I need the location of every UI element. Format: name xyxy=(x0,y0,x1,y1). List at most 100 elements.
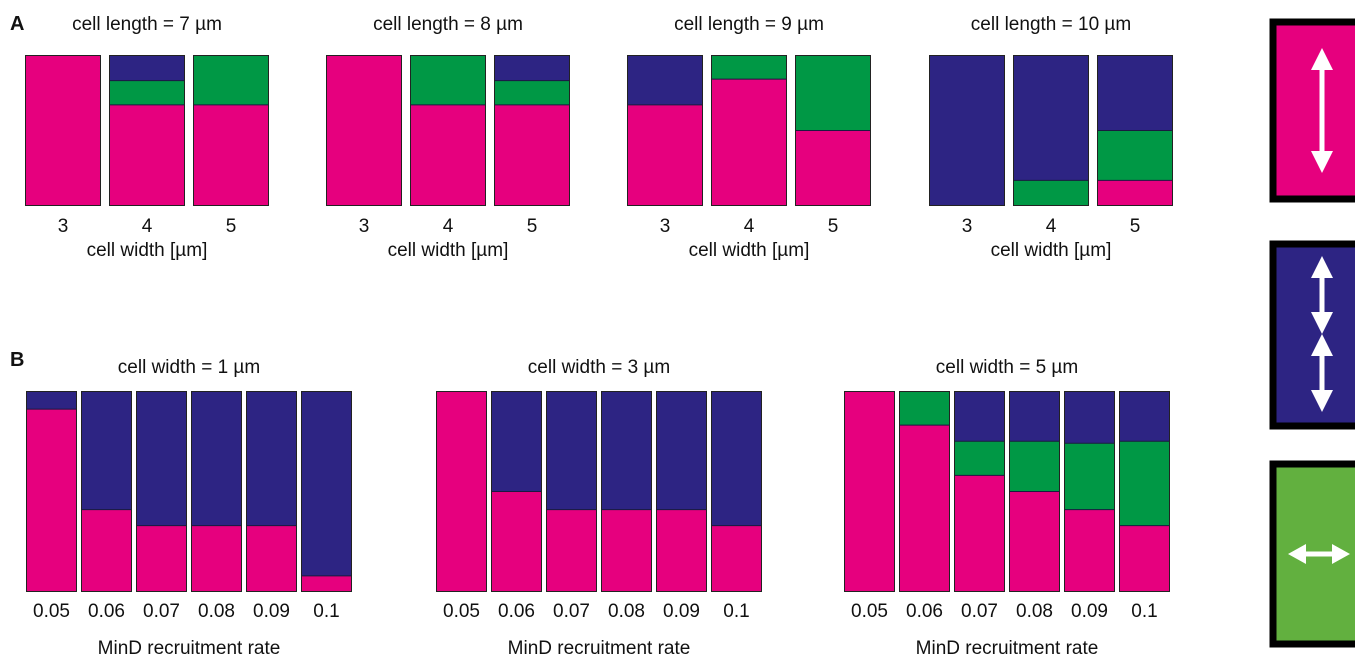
arrow-head xyxy=(1332,544,1350,564)
tick-label: 0.1 xyxy=(723,601,749,622)
legend-swatch xyxy=(1269,240,1355,430)
bar-segment-striped xyxy=(1009,391,1060,442)
panel-label-b: B xyxy=(10,349,24,371)
stacked-bar xyxy=(136,391,187,592)
bar-segment-pole-to-pole xyxy=(81,509,132,592)
bar-segment-transverse xyxy=(899,391,950,426)
bar-segment-pole-to-pole xyxy=(436,391,487,592)
tick-label: 4 xyxy=(744,216,755,237)
bar-segment-pole-to-pole xyxy=(26,409,77,592)
bar-segment-striped xyxy=(627,55,703,105)
x-axis-label: cell width [µm] xyxy=(388,240,509,261)
tick-label: 0.07 xyxy=(961,601,998,622)
bar-segment-pole-to-pole xyxy=(601,509,652,592)
bar-segment-pole-to-pole xyxy=(1064,509,1115,592)
tick-label: 0.06 xyxy=(906,601,943,622)
x-axis-label: cell width [µm] xyxy=(991,240,1112,261)
tick-label: 4 xyxy=(142,216,153,237)
tick-label: 0.07 xyxy=(143,601,180,622)
bar-segment-striped xyxy=(136,391,187,526)
bar-segment-striped xyxy=(191,391,242,526)
x-axis-label: cell width [µm] xyxy=(689,240,810,261)
bar-outline xyxy=(326,55,402,206)
arrow-head xyxy=(1311,151,1333,173)
stacked-bar xyxy=(711,391,762,592)
tick-label: 0.09 xyxy=(253,601,290,622)
tick-label: 0.05 xyxy=(33,601,70,622)
bar-segment-pole-to-pole xyxy=(1097,180,1173,206)
legend-item-3 xyxy=(1269,460,1355,648)
bar-outline xyxy=(899,391,950,592)
stacked-bar xyxy=(1119,391,1170,592)
two-vertical-double-arrows-icon xyxy=(1311,256,1333,412)
bar-outline xyxy=(494,55,570,206)
tick-label: 0.05 xyxy=(443,601,480,622)
bar-outline xyxy=(1119,391,1170,592)
bar-segment-pole-to-pole xyxy=(410,104,486,206)
chart-title: cell length = 10 µm xyxy=(971,14,1131,35)
bar-segment-pole-to-pole xyxy=(1009,491,1060,592)
stacked-bar xyxy=(929,55,1005,206)
bar-segment-pole-to-pole xyxy=(899,425,950,592)
bar-segment-transverse xyxy=(954,441,1005,476)
chart-title: cell length = 7 µm xyxy=(72,14,222,35)
chart-4: cell length = 10 µm 3 4 5 cell width [µm] xyxy=(929,14,1173,261)
bar-segment-pole-to-pole xyxy=(795,130,871,206)
stacked-bar xyxy=(601,391,652,592)
tick-label: 4 xyxy=(443,216,454,237)
chart-title: cell width = 3 µm xyxy=(528,357,670,378)
bar-segment-striped xyxy=(601,391,652,510)
bar-segment-transverse xyxy=(711,55,787,80)
stacked-bar xyxy=(1097,55,1173,206)
bar-segment-pole-to-pole xyxy=(1119,525,1170,592)
bar-segment-transverse xyxy=(410,55,486,105)
bar-outline xyxy=(436,391,487,592)
stacked-bar xyxy=(301,391,352,592)
tick-label: 3 xyxy=(660,216,671,237)
chart-7: cell width = 5 µm 0.05 0.06 0.07 0.08 0.09 0.1… xyxy=(844,357,1170,658)
arrow-head xyxy=(1311,256,1333,278)
stacked-bar xyxy=(656,391,707,592)
bar-segment-pole-to-pole xyxy=(711,79,787,206)
bar-segment-striped xyxy=(656,391,707,510)
arrow-head xyxy=(1288,544,1306,564)
x-axis-label: cell width [µm] xyxy=(87,240,208,261)
stacked-bar xyxy=(1013,55,1089,206)
bar-outline xyxy=(656,391,707,592)
bar-outline xyxy=(1013,55,1089,206)
bar-segment-pole-to-pole xyxy=(136,525,187,592)
arrow-head xyxy=(1311,312,1333,334)
bar-outline xyxy=(491,391,542,592)
bar-segment-transverse xyxy=(1013,180,1089,206)
bar-segment-transverse xyxy=(193,55,269,105)
tick-label: 0.09 xyxy=(663,601,700,622)
horizontal-double-arrow-icon xyxy=(1288,544,1350,564)
panel-labels: A B xyxy=(10,13,24,371)
bar-segment-striped xyxy=(711,391,762,526)
stacked-bar xyxy=(26,391,77,592)
bar-segment-pole-to-pole xyxy=(656,509,707,592)
tick-label: 0.06 xyxy=(498,601,535,622)
bar-segment-pole-to-pole xyxy=(193,104,269,206)
bar-outline xyxy=(627,55,703,206)
bar-segment-striped xyxy=(1013,55,1089,181)
stacked-bar xyxy=(81,391,132,592)
tick-label: 5 xyxy=(527,216,538,237)
tick-label: 0.1 xyxy=(1131,601,1157,622)
bar-outline xyxy=(25,55,101,206)
arrow-head xyxy=(1311,48,1333,70)
bar-outline xyxy=(795,55,871,206)
chart-title: cell width = 1 µm xyxy=(118,357,260,378)
bar-outline xyxy=(301,391,352,592)
tick-label: 4 xyxy=(1046,216,1057,237)
chart-title: cell width = 5 µm xyxy=(936,357,1078,378)
bar-segment-pole-to-pole xyxy=(191,525,242,592)
tick-label: 5 xyxy=(1130,216,1141,237)
single-vertical-double-arrow-icon xyxy=(1311,48,1333,173)
tick-label: 0.09 xyxy=(1071,601,1108,622)
bar-segment-pole-to-pole xyxy=(546,509,597,592)
bar-outline xyxy=(1097,55,1173,206)
bar-outline xyxy=(191,391,242,592)
stacked-bar xyxy=(711,55,787,206)
bar-segment-pole-to-pole xyxy=(494,104,570,206)
